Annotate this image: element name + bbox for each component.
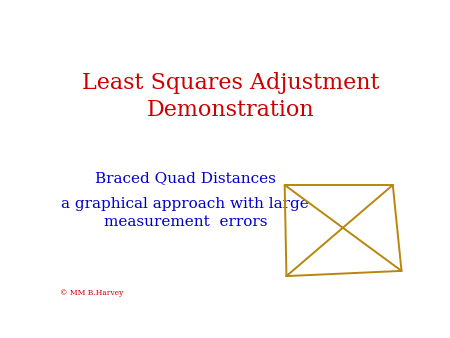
Text: © MM B.Harvey: © MM B.Harvey [60,289,123,297]
Text: Least Squares Adjustment
Demonstration: Least Squares Adjustment Demonstration [82,72,379,121]
Text: a graphical approach with large
measurement  errors: a graphical approach with large measurem… [61,197,309,229]
Text: Braced Quad Distances: Braced Quad Distances [95,171,276,185]
